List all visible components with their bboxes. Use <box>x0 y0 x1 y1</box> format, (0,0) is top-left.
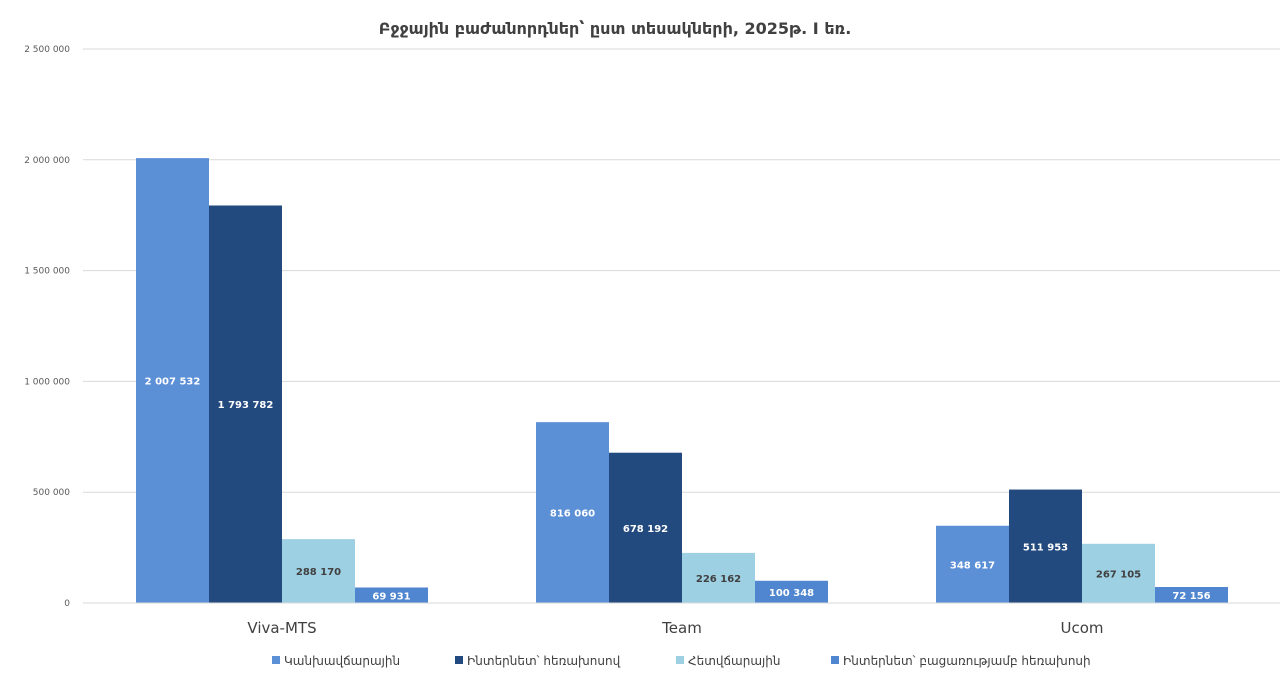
x-axis: Viva-MTS Team Ucom <box>83 602 1280 637</box>
data-label: 348 617 <box>950 560 995 571</box>
chart-title: Բջջային բաժանորդներ՝ ըստ տեսակների, 2025… <box>379 19 852 38</box>
data-label: 100 348 <box>769 588 814 599</box>
y-axis: 0 500 000 1 000 000 1 500 000 2 000 000 2 500… <box>24 45 70 609</box>
bar <box>355 587 428 603</box>
x-tick-label: Team <box>661 619 702 637</box>
data-label: 2 007 532 <box>145 377 201 388</box>
y-tick-label: 1 000 000 <box>24 377 70 387</box>
y-tick-label: 1 500 000 <box>24 267 70 277</box>
bar <box>1009 489 1082 603</box>
data-label: 72 156 <box>1172 591 1210 602</box>
legend-swatch <box>455 656 463 664</box>
legend-swatch <box>272 656 280 664</box>
data-label: 511 953 <box>1023 542 1068 553</box>
legend-label: Կանխավճարային <box>284 654 400 668</box>
data-label: 226 162 <box>696 574 741 585</box>
data-label: 288 170 <box>296 567 341 578</box>
bar <box>1155 587 1228 603</box>
x-tick-label: Ucom <box>1060 619 1103 637</box>
legend-label: Ինտերնետ՝ հեռախոսով <box>467 654 621 668</box>
bar <box>1082 543 1155 603</box>
y-tick-label: 500 000 <box>33 488 70 498</box>
data-label: 678 192 <box>623 524 668 535</box>
bar <box>136 158 209 603</box>
data-label: 267 105 <box>1096 569 1141 580</box>
legend-swatch <box>676 656 684 664</box>
bars: 2 007 532 1 793 782 288 170 69 931 816 060 67… <box>136 158 1228 603</box>
bar <box>682 552 755 603</box>
data-label: 816 060 <box>550 509 595 520</box>
y-tick-label: 0 <box>64 599 70 609</box>
bar <box>209 205 282 603</box>
data-label: 1 793 782 <box>218 400 274 411</box>
legend-label: Ինտերնետ՝ բացառությամբ հեռախոսի <box>843 654 1091 668</box>
legend-swatch <box>831 656 839 664</box>
bar <box>936 525 1009 603</box>
bar <box>536 422 609 603</box>
bar <box>282 539 355 603</box>
data-label: 69 931 <box>372 591 410 602</box>
bar <box>609 452 682 603</box>
y-tick-label: 2 000 000 <box>24 156 70 166</box>
legend: Կանխավճարային Ինտերնետ՝ հեռախոսով Հետվճարա… <box>272 654 1091 668</box>
legend-label: Հետվճարային <box>688 654 780 668</box>
bar <box>755 580 828 603</box>
x-tick-label: Viva-MTS <box>247 619 316 637</box>
y-tick-label: 2 500 000 <box>24 45 70 55</box>
